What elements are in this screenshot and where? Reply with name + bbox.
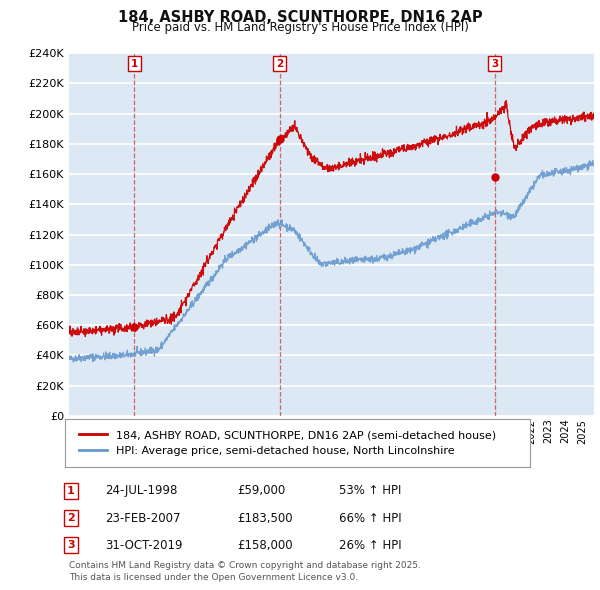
Text: 26% ↑ HPI: 26% ↑ HPI	[339, 539, 401, 552]
Text: 2: 2	[276, 58, 283, 68]
Text: Price paid vs. HM Land Registry's House Price Index (HPI): Price paid vs. HM Land Registry's House …	[131, 21, 469, 34]
Text: 66% ↑ HPI: 66% ↑ HPI	[339, 512, 401, 525]
Text: £158,000: £158,000	[237, 539, 293, 552]
Text: This data is licensed under the Open Government Licence v3.0.: This data is licensed under the Open Gov…	[69, 573, 358, 582]
Legend: 184, ASHBY ROAD, SCUNTHORPE, DN16 2AP (semi-detached house), HPI: Average price,: 184, ASHBY ROAD, SCUNTHORPE, DN16 2AP (s…	[75, 426, 500, 460]
Text: Contains HM Land Registry data © Crown copyright and database right 2025.: Contains HM Land Registry data © Crown c…	[69, 561, 421, 570]
Text: 1: 1	[131, 58, 138, 68]
Text: 3: 3	[491, 58, 498, 68]
Text: £59,000: £59,000	[237, 484, 285, 497]
Text: 1: 1	[67, 486, 74, 496]
Text: £183,500: £183,500	[237, 512, 293, 525]
Text: 23-FEB-2007: 23-FEB-2007	[105, 512, 181, 525]
Text: 3: 3	[67, 540, 74, 550]
Text: 2: 2	[67, 513, 74, 523]
Text: 53% ↑ HPI: 53% ↑ HPI	[339, 484, 401, 497]
Text: 184, ASHBY ROAD, SCUNTHORPE, DN16 2AP: 184, ASHBY ROAD, SCUNTHORPE, DN16 2AP	[118, 10, 482, 25]
Text: 24-JUL-1998: 24-JUL-1998	[105, 484, 178, 497]
Text: 31-OCT-2019: 31-OCT-2019	[105, 539, 182, 552]
